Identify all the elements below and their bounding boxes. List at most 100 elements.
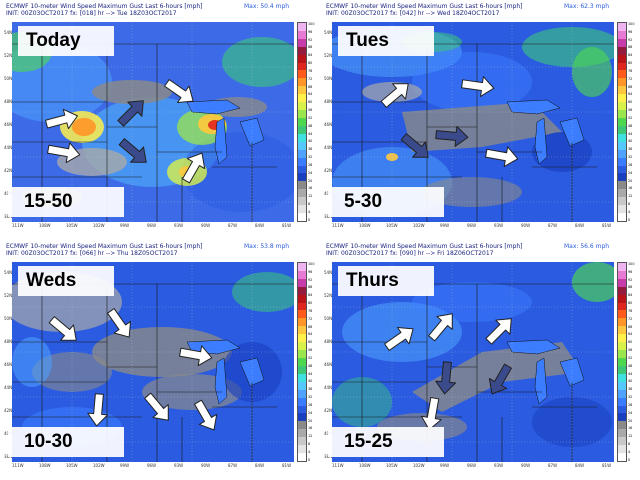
- panel-header: ECMWF 10-meter Wind Speed Maximum Gust L…: [4, 2, 294, 22]
- longitude-label: 99W: [120, 463, 130, 468]
- color-scale-tick: 88: [628, 285, 633, 290]
- header-max: Max: 53.8 mph: [244, 243, 290, 250]
- longitude-label: 96W: [147, 463, 157, 468]
- latitude-label: 42N: [324, 168, 333, 173]
- color-scale-tick: 100: [308, 22, 315, 26]
- color-scale-tick: 24: [308, 410, 313, 415]
- color-scale-tick: 72: [628, 76, 633, 81]
- latitude-label: 44N: [4, 385, 13, 390]
- color-scale-swatch: [298, 197, 306, 206]
- color-scale-tick: 56: [628, 108, 633, 113]
- latitude-label: 52N: [4, 293, 13, 298]
- color-scale-tick: 80: [308, 301, 313, 306]
- color-scale-swatch: [618, 429, 626, 438]
- gust-range-label: 5-30: [328, 187, 444, 217]
- color-scale-swatch: [298, 46, 306, 55]
- color-scale-swatch: [618, 358, 626, 366]
- latitude-label: 50N: [4, 316, 13, 321]
- header-title: ECMWF 10-meter Wind Speed Maximum Gust L…: [326, 3, 523, 10]
- color-scale-swatch: [618, 110, 626, 119]
- longitude-label: 96W: [147, 223, 157, 228]
- latitude-label: 48N: [4, 99, 13, 104]
- color-scale-swatch: [618, 189, 626, 198]
- longitude-label: 102W: [413, 223, 425, 228]
- color-scale-swatch: [298, 30, 306, 39]
- longitude-label: 90W: [521, 463, 531, 468]
- color-scale-swatch: [618, 278, 626, 287]
- color-scale-swatch: [618, 310, 626, 319]
- color-scale-swatch: [298, 78, 306, 87]
- color-scale-swatch: [298, 358, 306, 366]
- color-scale-swatch: [618, 62, 626, 71]
- color-scale-swatch: [298, 70, 306, 79]
- color-scale-tick: 4: [628, 209, 631, 214]
- header-max: Max: 62.3 mph: [564, 3, 610, 10]
- color-scale-tick: 40: [308, 379, 313, 384]
- longitude-label: 105W: [66, 463, 78, 468]
- color-scale-swatch: [618, 213, 626, 221]
- color-scale-tick: 64: [628, 332, 633, 337]
- longitude-label: 108W: [39, 463, 51, 468]
- color-scale-swatch: [298, 181, 306, 190]
- longitude-label: 81W: [602, 463, 612, 468]
- panel-thurs: ECMWF 10-meter Wind Speed Maximum Gust L…: [324, 242, 638, 474]
- color-scale-tick: 48: [308, 123, 313, 128]
- color-scale-tick: 8: [308, 202, 311, 207]
- color-scale-swatch: [618, 350, 626, 359]
- color-scale-swatch: [618, 157, 626, 166]
- color-scale-tick: 16: [308, 426, 313, 431]
- longitude-label: 105W: [386, 223, 398, 228]
- color-scale-tick: 84: [308, 293, 313, 298]
- color-scale-swatch: [618, 22, 626, 31]
- color-scale-swatch: [298, 118, 306, 126]
- color-scale-tick: 32: [628, 395, 633, 400]
- color-scale-tick: 28: [628, 402, 633, 407]
- color-scale-swatch: [298, 54, 306, 63]
- color-scale-tick: 8: [628, 442, 631, 447]
- color-scale-swatch: [618, 149, 626, 158]
- latitude-label: 48N: [324, 339, 333, 344]
- color-scale-tick: 40: [628, 139, 633, 144]
- color-scale-swatch: [618, 78, 626, 87]
- color-scale-tick: 84: [628, 53, 633, 58]
- color-scale-tick: 44: [628, 371, 633, 376]
- longitude-label: 99W: [120, 223, 130, 228]
- longitude-label: 111W: [332, 223, 344, 228]
- panel-tues: ECMWF 10-meter Wind Speed Maximum Gust L…: [324, 2, 638, 234]
- color-scale-swatch: [618, 181, 626, 190]
- color-scale-tick: 16: [628, 186, 633, 191]
- color-scale-swatch: [618, 262, 626, 271]
- latitude-label: 48N: [4, 339, 13, 344]
- color-scale-swatch: [298, 286, 306, 295]
- longitude-label: 90W: [201, 463, 211, 468]
- color-scale-tick: 36: [308, 147, 313, 152]
- color-scale-tick: 44: [628, 131, 633, 136]
- color-scale-swatch: [298, 302, 306, 311]
- color-scale-tick: 24: [628, 410, 633, 415]
- color-scale-tick: 20: [628, 418, 633, 423]
- color-scale-swatch: [618, 86, 626, 95]
- color-scale-swatch: [298, 350, 306, 359]
- color-scale-tick: 60: [308, 340, 313, 345]
- color-scale-tick: 68: [628, 324, 633, 329]
- color-scale-tick: 40: [308, 139, 313, 144]
- color-scale-swatch: [298, 334, 306, 343]
- color-scale-swatch: [298, 125, 306, 134]
- color-scale-tick: 24: [308, 170, 313, 175]
- color-scale-tick: 12: [628, 194, 633, 199]
- color-scale-tick: 72: [308, 316, 313, 321]
- header-max: Max: 56.6 mph: [564, 243, 610, 250]
- color-scale-tick: 68: [308, 324, 313, 329]
- color-scale-tick: 0: [628, 457, 631, 462]
- color-scale-swatch: [618, 94, 626, 103]
- color-scale-swatch: [298, 365, 306, 374]
- color-scale-swatch: [618, 342, 626, 351]
- color-scale-tick: 56: [308, 108, 313, 113]
- color-scale-tick: 68: [628, 84, 633, 89]
- color-scale-swatch: [298, 149, 306, 158]
- color-scale-tick: 52: [308, 115, 313, 120]
- panel-today: ECMWF 10-meter Wind Speed Maximum Gust L…: [4, 2, 318, 234]
- color-scale-swatch: [618, 389, 626, 398]
- longitude-label: 111W: [12, 223, 24, 228]
- color-scale-swatch: [298, 102, 306, 111]
